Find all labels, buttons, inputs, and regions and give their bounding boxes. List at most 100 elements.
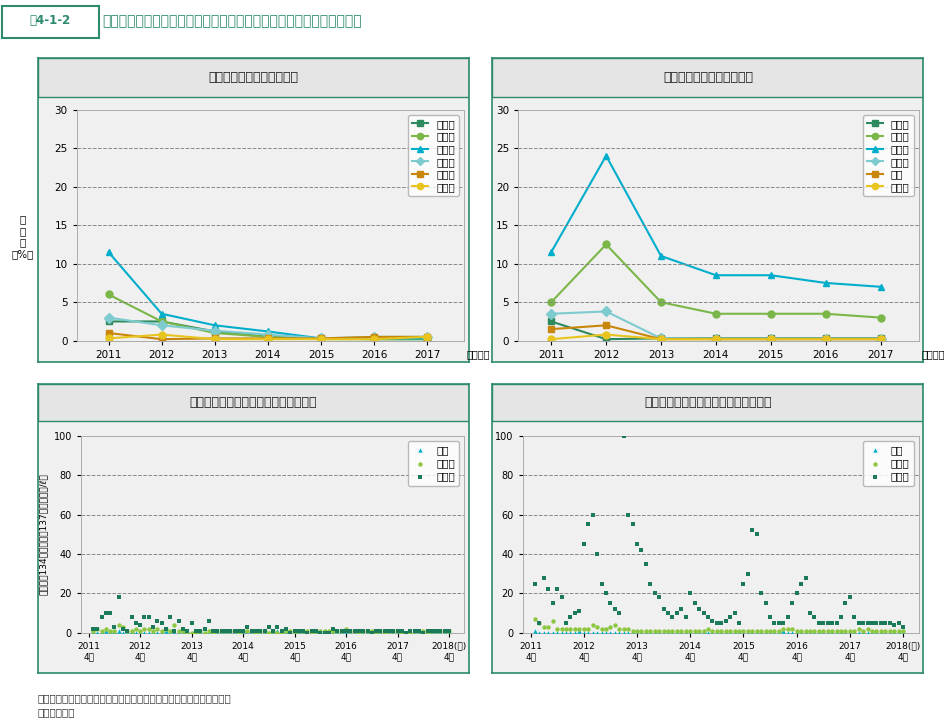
福島県 bbox=[103, 290, 115, 299]
宮城県 bbox=[655, 334, 667, 342]
浜通り bbox=[188, 625, 204, 636]
浜通り bbox=[360, 625, 375, 636]
浜通り bbox=[851, 617, 867, 628]
浜通り bbox=[156, 309, 168, 318]
浜通り bbox=[873, 617, 888, 628]
浜通り bbox=[210, 625, 225, 636]
会津 bbox=[673, 627, 688, 639]
中通り bbox=[278, 625, 294, 636]
浜通り bbox=[163, 611, 178, 623]
浜通り bbox=[656, 603, 671, 615]
会津 bbox=[167, 627, 182, 639]
福島県 bbox=[710, 309, 722, 318]
会津 bbox=[696, 625, 711, 636]
宮城県 bbox=[156, 317, 168, 326]
会津 bbox=[365, 627, 380, 639]
浜通り bbox=[231, 625, 246, 636]
中通り bbox=[441, 625, 456, 636]
栃木県 bbox=[103, 329, 115, 337]
千葉県 bbox=[315, 334, 327, 343]
Line: 千葉県: 千葉県 bbox=[105, 331, 431, 342]
会津 bbox=[532, 627, 547, 639]
中通り bbox=[429, 625, 444, 636]
会津 bbox=[820, 334, 831, 343]
中通り bbox=[886, 625, 902, 636]
中通り bbox=[789, 625, 804, 636]
会津 bbox=[875, 334, 886, 343]
浜通り bbox=[321, 627, 336, 639]
Text: 図4-1-2: 図4-1-2 bbox=[29, 14, 71, 28]
浜通り bbox=[723, 611, 738, 623]
中通り bbox=[785, 623, 800, 635]
中通り bbox=[744, 625, 759, 636]
FancyBboxPatch shape bbox=[492, 58, 923, 98]
会津 bbox=[860, 627, 875, 639]
浜通り bbox=[603, 597, 618, 609]
浜通り bbox=[673, 603, 688, 615]
浜通り bbox=[124, 611, 139, 623]
会津 bbox=[688, 627, 703, 639]
会津 bbox=[219, 627, 234, 639]
浜通り bbox=[572, 605, 587, 617]
中通り bbox=[873, 625, 888, 636]
浜通り bbox=[789, 588, 804, 599]
FancyBboxPatch shape bbox=[2, 6, 99, 38]
中通り bbox=[248, 627, 263, 639]
中通り bbox=[167, 619, 182, 631]
中通り bbox=[240, 625, 255, 636]
浜通り bbox=[875, 282, 886, 291]
会津 bbox=[776, 625, 791, 636]
中通り bbox=[736, 625, 751, 636]
浜通り bbox=[549, 584, 564, 595]
中通り bbox=[156, 321, 168, 329]
浜通り bbox=[98, 607, 114, 619]
会津 bbox=[541, 627, 556, 639]
会津 bbox=[317, 625, 332, 636]
浜通り bbox=[214, 625, 229, 636]
中通り bbox=[701, 623, 716, 635]
中通り bbox=[368, 332, 380, 341]
会津 bbox=[527, 625, 543, 636]
中通り bbox=[90, 623, 105, 635]
会津 bbox=[141, 627, 156, 639]
浜通り bbox=[896, 621, 911, 633]
中通り bbox=[399, 627, 414, 639]
中通り bbox=[214, 625, 229, 636]
浜通り bbox=[244, 625, 259, 636]
千葉県 bbox=[368, 334, 380, 343]
浜通り bbox=[107, 621, 122, 633]
会津 bbox=[163, 627, 178, 639]
群馬県 bbox=[655, 334, 667, 343]
会津 bbox=[420, 627, 435, 639]
会津 bbox=[802, 627, 817, 639]
浜通り bbox=[180, 625, 195, 636]
FancyBboxPatch shape bbox=[38, 58, 469, 98]
中通り bbox=[652, 625, 667, 636]
浜通り bbox=[607, 603, 622, 615]
会津 bbox=[652, 627, 667, 639]
会津 bbox=[581, 627, 596, 639]
会津 bbox=[638, 627, 653, 639]
浜通り bbox=[102, 607, 117, 619]
中通り bbox=[334, 625, 349, 636]
浜通り bbox=[794, 578, 809, 589]
栃木県 bbox=[315, 334, 327, 342]
群馬県 bbox=[820, 334, 831, 343]
会津 bbox=[665, 627, 680, 639]
福島県 bbox=[655, 298, 667, 306]
浜通り bbox=[749, 529, 764, 540]
浜通り bbox=[334, 625, 349, 636]
会津 bbox=[594, 627, 609, 639]
中通り bbox=[146, 625, 161, 636]
宮城県 bbox=[315, 334, 327, 342]
中通り bbox=[304, 627, 319, 639]
浜通り bbox=[433, 625, 448, 636]
千葉県 bbox=[262, 334, 274, 343]
中通り bbox=[326, 625, 341, 636]
会津 bbox=[292, 627, 307, 639]
中通り bbox=[292, 625, 307, 636]
福島県 bbox=[262, 332, 274, 341]
中通り bbox=[815, 625, 831, 636]
中通り bbox=[270, 627, 285, 639]
中通り bbox=[300, 625, 315, 636]
